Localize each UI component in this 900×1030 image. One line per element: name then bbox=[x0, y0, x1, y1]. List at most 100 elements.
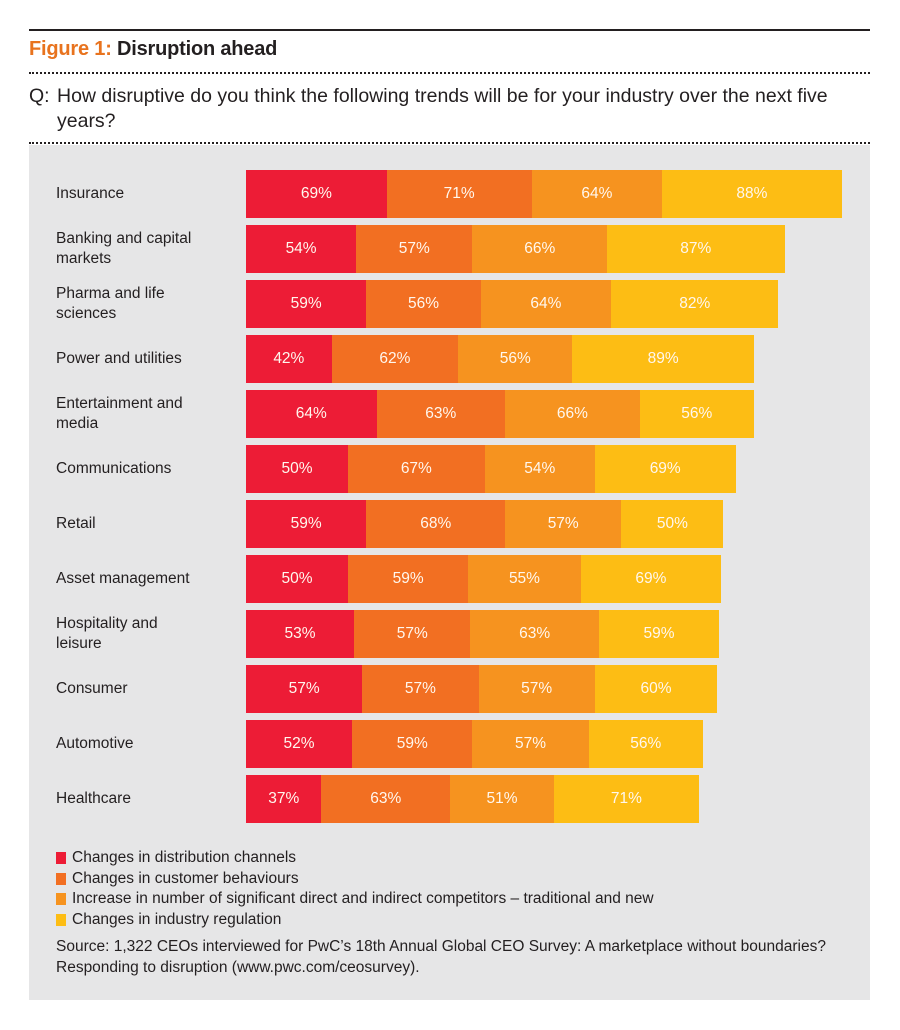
data-label: 66% bbox=[524, 240, 556, 257]
legend-label: Changes in distribution channels bbox=[72, 849, 297, 866]
bar-segment: 64% bbox=[246, 390, 377, 438]
data-label: 59% bbox=[396, 735, 428, 752]
bar-segment: 89% bbox=[572, 335, 754, 383]
bar-segment: 64% bbox=[531, 170, 663, 218]
bar-segment: 56% bbox=[639, 390, 754, 438]
category-label: Power and utilities bbox=[56, 350, 182, 367]
figure-title-text: Disruption ahead bbox=[117, 38, 278, 60]
bar-row: 54% 57% 66% 87% bbox=[246, 225, 785, 273]
bar-segment: 59% bbox=[246, 500, 367, 548]
data-label: 62% bbox=[379, 350, 411, 367]
data-label: 69% bbox=[300, 185, 332, 202]
bar-segment: 59% bbox=[246, 280, 367, 328]
bar-segment: 56% bbox=[366, 280, 481, 328]
legend-item: Changes in distribution channels bbox=[56, 848, 654, 869]
legend-item: Changes in customer behaviours bbox=[56, 869, 654, 890]
bar-segment: 57% bbox=[356, 225, 473, 273]
category-label: Entertainment and media bbox=[56, 395, 183, 432]
bar-segment: 57% bbox=[478, 665, 595, 713]
category-label: Consumer bbox=[56, 680, 128, 697]
bar-segment: 69% bbox=[246, 170, 387, 218]
category-label: Pharma and life sciences bbox=[56, 285, 165, 322]
data-label: 42% bbox=[273, 350, 305, 367]
bar-segment: 57% bbox=[354, 610, 471, 658]
bar-segment: 56% bbox=[458, 335, 573, 383]
survey-question: Q: How disruptive do you think the follo… bbox=[29, 84, 869, 134]
bar-segment: 59% bbox=[598, 610, 720, 658]
bar-segment: 56% bbox=[588, 720, 703, 768]
data-label: 52% bbox=[283, 735, 315, 752]
bar-row: 50% 67% 54% 69% bbox=[246, 445, 736, 493]
bar-segment: 87% bbox=[607, 225, 785, 273]
data-label: 88% bbox=[736, 185, 768, 202]
divider-dotted bbox=[29, 72, 870, 74]
legend-swatch bbox=[56, 852, 66, 865]
bar-row: 69% 71% 64% 88% bbox=[246, 170, 842, 218]
stacked-bar-chart: Insurance 69% 71% 64% 88% Banking and capital… bbox=[29, 145, 870, 835]
data-label: 71% bbox=[443, 185, 475, 202]
bar-segment: 66% bbox=[472, 225, 608, 273]
data-label: 64% bbox=[581, 185, 613, 202]
data-label: 64% bbox=[295, 405, 327, 422]
data-label: 68% bbox=[420, 515, 452, 532]
data-label: 69% bbox=[635, 570, 667, 587]
data-label: 37% bbox=[268, 790, 300, 807]
data-label: 53% bbox=[284, 625, 316, 642]
category-label: Hospitality and leisure bbox=[56, 615, 158, 652]
data-label: 59% bbox=[392, 570, 424, 587]
legend-swatch bbox=[56, 872, 66, 885]
data-label: 57% bbox=[515, 735, 547, 752]
bar-segment: 42% bbox=[246, 335, 332, 383]
bar-segment: 64% bbox=[480, 280, 612, 328]
bar-segment: 54% bbox=[246, 225, 357, 273]
figure-title: Figure 1: Disruption ahead bbox=[29, 38, 277, 61]
legend-item: Changes in industry regulation bbox=[56, 910, 654, 931]
bar-segment: 67% bbox=[348, 445, 485, 493]
legend-item: Increase in number of significant direct… bbox=[56, 889, 654, 910]
bar-row: 57% 57% 57% 60% bbox=[246, 665, 718, 713]
data-label: 56% bbox=[499, 350, 531, 367]
bar-segment: 88% bbox=[662, 170, 842, 218]
bar-row: 59% 56% 64% 82% bbox=[246, 280, 779, 328]
chart-panel: Insurance 69% 71% 64% 88% Banking and capital… bbox=[29, 145, 870, 1000]
data-label: 63% bbox=[519, 625, 551, 642]
bar-segment: 37% bbox=[246, 775, 322, 823]
data-label: 56% bbox=[630, 735, 662, 752]
category-label: Insurance bbox=[56, 185, 125, 202]
data-label: 69% bbox=[649, 460, 681, 477]
legend-label: Changes in customer behaviours bbox=[72, 869, 299, 887]
legend-label: Changes in industry regulation bbox=[72, 910, 282, 928]
bar-segment: 55% bbox=[468, 555, 581, 603]
data-label: 56% bbox=[681, 405, 713, 422]
data-label: 54% bbox=[524, 460, 556, 477]
bar-segment: 59% bbox=[348, 555, 469, 603]
bar-row: 53% 57% 63% 59% bbox=[246, 610, 720, 658]
bar-segment: 62% bbox=[331, 335, 459, 383]
bar-segment: 50% bbox=[246, 555, 348, 603]
data-label: 57% bbox=[404, 680, 436, 697]
bar-segment: 51% bbox=[449, 775, 555, 823]
legend-label: Increase in number of significant direct… bbox=[72, 890, 654, 907]
bar-segment: 66% bbox=[505, 390, 640, 438]
data-label: 64% bbox=[530, 295, 562, 312]
category-label: Healthcare bbox=[56, 790, 131, 807]
data-label: 50% bbox=[281, 570, 313, 587]
legend-swatch bbox=[56, 893, 66, 906]
bar-segment: 69% bbox=[594, 445, 736, 493]
data-label: 89% bbox=[647, 350, 679, 367]
data-label: 56% bbox=[407, 295, 439, 312]
data-label: 59% bbox=[643, 625, 675, 642]
category-label: Automotive bbox=[56, 735, 134, 752]
source-note: Source: 1,322 CEOs interviewed for PwC’s… bbox=[56, 938, 826, 976]
bar-segment: 52% bbox=[246, 720, 353, 768]
bar-segment: 54% bbox=[484, 445, 595, 493]
data-label: 55% bbox=[508, 570, 540, 587]
bar-segment: 63% bbox=[321, 775, 450, 823]
data-label: 66% bbox=[556, 405, 588, 422]
question-text: How disruptive do you think the followin… bbox=[57, 85, 828, 132]
category-label: Communications bbox=[56, 460, 172, 477]
bar-segment: 71% bbox=[554, 775, 699, 823]
data-label: 63% bbox=[370, 790, 402, 807]
top-rule bbox=[29, 29, 870, 31]
bar-segment: 82% bbox=[611, 280, 779, 328]
